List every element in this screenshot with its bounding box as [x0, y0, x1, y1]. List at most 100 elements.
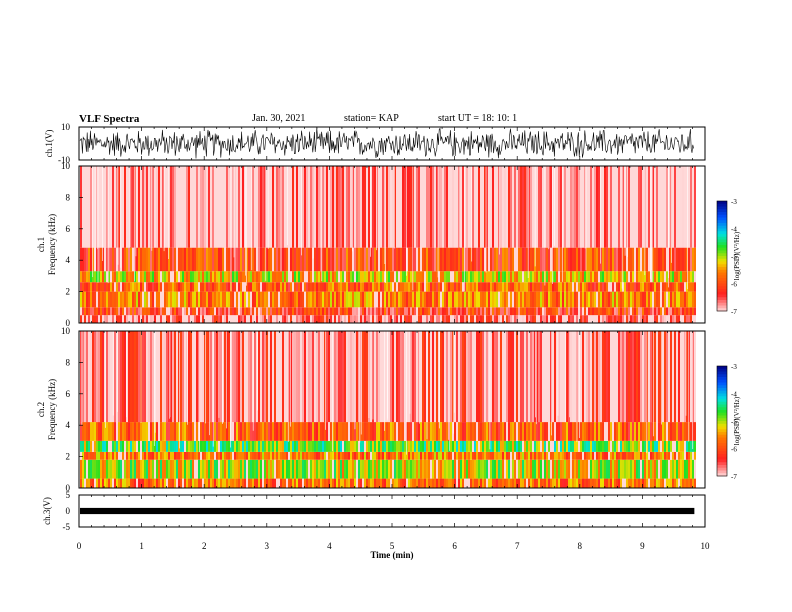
spectrogram-cell	[664, 282, 666, 292]
spectrogram-cell	[584, 291, 586, 308]
y-tick-label: 0	[66, 483, 71, 493]
spectrogram-cell	[390, 451, 392, 460]
spectrogram-cell	[282, 315, 284, 323]
spectrogram-cell	[434, 166, 436, 248]
spectrogram-cell	[386, 422, 388, 441]
spectrogram-cell	[574, 291, 576, 308]
spectrogram-cell	[602, 459, 604, 479]
spectrogram-cell	[160, 315, 162, 323]
spectrogram-cell	[320, 459, 322, 479]
spectrogram-cell	[634, 315, 636, 323]
spectrogram-cell	[200, 331, 202, 423]
colorbar-swatch	[717, 385, 727, 389]
spectrogram-cell	[278, 282, 280, 292]
spectrogram-cell	[340, 247, 342, 272]
spectrogram-cell	[220, 440, 222, 452]
spectrogram-cell	[606, 422, 608, 441]
spectrogram-cell	[684, 422, 686, 441]
spectrogram-cell	[596, 440, 598, 452]
colorbar-tick-label: -6	[731, 446, 737, 454]
spectrogram-cell	[384, 291, 386, 308]
spectrogram-cell	[236, 315, 238, 323]
spectrogram-cell	[602, 331, 604, 423]
spectrogram-cell	[406, 315, 408, 323]
spectrogram-cell	[594, 271, 596, 283]
spectrogram-cell	[280, 282, 282, 292]
spectrogram-cell	[132, 459, 134, 479]
spectrogram-cell	[96, 451, 98, 460]
spectrogram-cell	[196, 247, 198, 272]
spectrogram-cell	[130, 422, 132, 441]
spectrogram-cell	[578, 271, 580, 283]
spectrogram-cell	[256, 282, 258, 292]
spectrogram-cell	[482, 315, 484, 323]
spectrogram-cell	[124, 478, 126, 488]
spectrogram-cell	[690, 307, 692, 316]
spectrogram-cell	[456, 247, 458, 272]
spectrogram-cell	[508, 459, 510, 479]
spectrogram-cell	[444, 166, 446, 248]
spectrogram-cell	[524, 459, 526, 479]
colorbar-swatch	[717, 209, 727, 213]
spectrogram-cell	[542, 247, 544, 272]
spectrogram-cell	[610, 291, 612, 308]
spectrogram-cell	[204, 307, 206, 316]
spectrogram-cell	[586, 331, 588, 423]
spectrogram-cell	[222, 271, 224, 283]
spectrogram-cell	[202, 247, 204, 272]
spectrogram-cell	[656, 331, 658, 423]
spectrogram-cell	[316, 440, 318, 452]
spectrogram-cell	[614, 307, 616, 316]
spectrogram-cell	[408, 282, 410, 292]
spectrogram-cell	[288, 331, 290, 423]
spectrogram-cell	[662, 291, 664, 308]
spectrogram-cell	[610, 166, 612, 248]
spectrogram-cell	[604, 291, 606, 308]
spectrogram-cell	[338, 271, 340, 283]
spectrogram-cell	[342, 247, 344, 272]
spectrogram-cell	[326, 291, 328, 308]
spectrogram-cell	[466, 459, 468, 479]
spectrogram-cell	[274, 291, 276, 308]
spectrogram-cell	[272, 459, 274, 479]
spectrogram-cell	[254, 451, 256, 460]
colorbar-swatch	[717, 371, 727, 375]
spectrogram-cell	[612, 247, 614, 272]
spectrogram-cell	[622, 459, 624, 479]
spectrogram-cell	[172, 166, 174, 248]
spectrogram-cell	[654, 440, 656, 452]
spectrogram-cell	[416, 282, 418, 292]
spectrogram-cell	[222, 282, 224, 292]
spectrogram-cell	[604, 331, 606, 423]
spectrogram-cell	[474, 271, 476, 283]
spectrogram-cell	[276, 247, 278, 272]
spectrogram-cell	[380, 271, 382, 283]
spectrogram-cell	[344, 315, 346, 323]
spectrogram-cell	[190, 459, 192, 479]
spectrogram-cell	[568, 291, 570, 308]
spectrogram-cell	[550, 331, 552, 423]
spectrogram-cell	[442, 282, 444, 292]
x-tick-label: 3	[265, 541, 270, 551]
spectrogram-cell	[672, 451, 674, 460]
spectrogram-cell	[572, 307, 574, 316]
spectrogram-cell	[626, 315, 628, 323]
spectrogram-cell	[598, 478, 600, 488]
spectrogram-cell	[114, 166, 116, 248]
spectrogram-cell	[384, 307, 386, 316]
spectrogram-cell	[662, 247, 664, 272]
colorbar-tick-label: -5	[731, 253, 737, 261]
spectrogram-cell	[640, 440, 642, 452]
spectrogram-cell	[456, 451, 458, 460]
spectrogram-cell	[190, 307, 192, 316]
spectrogram-cell	[516, 459, 518, 479]
spectrogram-cell	[514, 478, 516, 488]
spectrogram-cell	[290, 166, 292, 248]
spectrogram-cell	[396, 247, 398, 272]
spectrogram-cell	[534, 331, 536, 423]
spectrogram-cell	[582, 166, 584, 248]
spectrogram-cell	[262, 459, 264, 479]
spectrogram-cell	[134, 166, 136, 248]
spectrogram-cell	[550, 440, 552, 452]
spectrogram-cell	[388, 247, 390, 272]
